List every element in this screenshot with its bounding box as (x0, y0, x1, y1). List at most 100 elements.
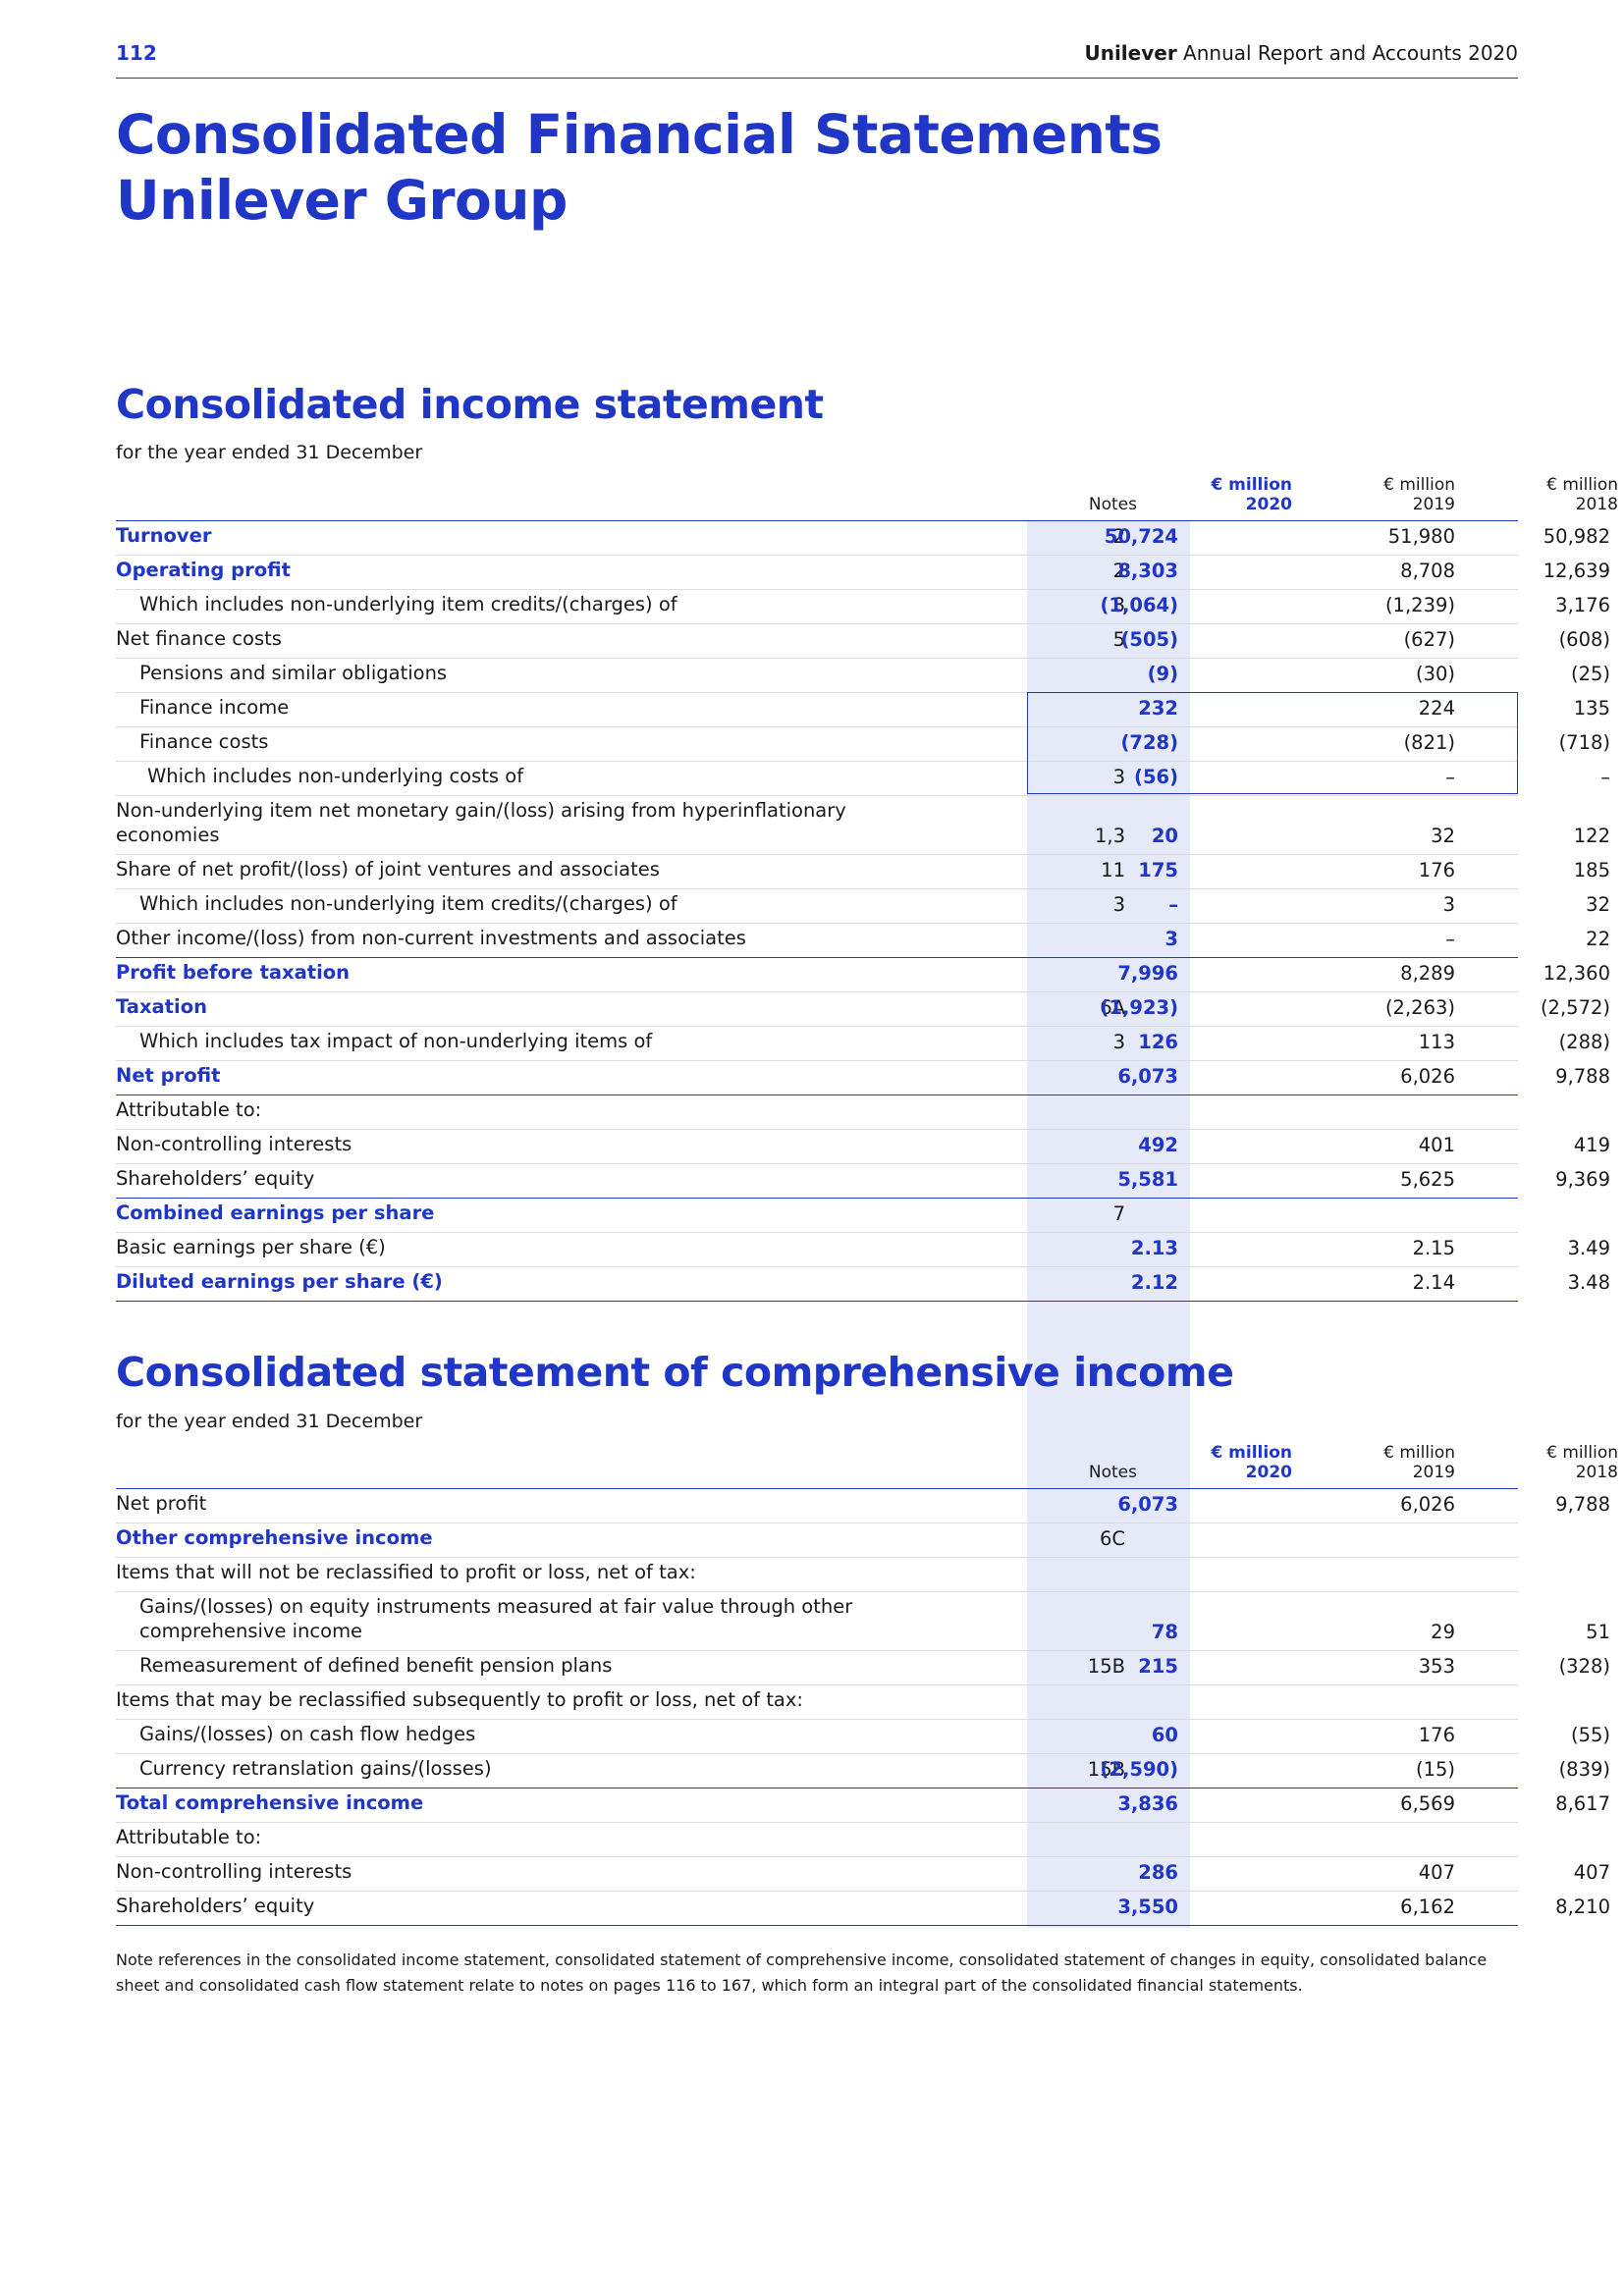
table-row: Share of net profit/(loss) of joint vent… (116, 855, 1610, 889)
row-label: Pensions and similar obligations (139, 662, 448, 684)
value-2019: 6,569 (1400, 1792, 1455, 1815)
value-2018: 3.49 (1567, 1237, 1610, 1259)
value-2018: (839) (1558, 1758, 1610, 1781)
row-label: Total comprehensive income (116, 1791, 424, 1814)
value-2020: (1,064) (1100, 594, 1178, 616)
value-2018: 12,639 (1543, 560, 1610, 582)
table-row: Net profit 6,073 6,026 9,788 (116, 1061, 1610, 1095)
row-label: Diluted earnings per share (€) (116, 1270, 443, 1293)
value-2019: (1,239) (1384, 594, 1455, 616)
row-label: Which includes non-underlying item credi… (139, 593, 677, 615)
row-notes: 3 (1112, 594, 1125, 616)
table-row: Items that will not be reclassified to p… (116, 1558, 1518, 1592)
value-2020: (56) (1134, 766, 1178, 788)
row-label: Share of net profit/(loss) of joint vent… (116, 858, 660, 881)
table-row: Basic earnings per share (€) 2.13 2.15 3.49 (116, 1233, 1610, 1267)
value-2018: 8,617 (1555, 1792, 1610, 1815)
value-2020: 126 (1138, 1031, 1178, 1053)
value-2019: 113 (1418, 1031, 1455, 1053)
table-row: Other income/(loss) from non-current inv… (116, 924, 1610, 958)
value-2020: 8,303 (1117, 560, 1178, 582)
row-label: Net profit (116, 1492, 207, 1515)
value-2019: 176 (1418, 859, 1455, 881)
row-label: Finance income (139, 696, 290, 719)
value-2018: 12,360 (1543, 962, 1610, 985)
value-2018: 32 (1586, 893, 1610, 916)
value-2018: (328) (1558, 1655, 1610, 1678)
value-2020: (1,923) (1100, 996, 1178, 1019)
row-notes: 15B (1087, 1758, 1125, 1781)
table-row: Pensions and similar obligations (9) (30) (… (116, 659, 1610, 693)
value-2019: 401 (1418, 1134, 1455, 1156)
row-notes: 15B (1087, 1655, 1125, 1678)
row-label: Net finance costs (116, 627, 282, 650)
comprehensive-income-table: Notes € million 2020 € million 2019 € mill… (116, 1443, 1618, 1928)
row-notes: 3 (1112, 893, 1125, 916)
value-2018: (25) (1570, 663, 1610, 685)
value-2020: 20 (1151, 825, 1178, 847)
value-2018: 407 (1573, 1861, 1610, 1884)
row-label: Items that will not be reclassified to p… (116, 1561, 696, 1583)
table-row: Finance income 232 224 135 (116, 693, 1610, 727)
value-2020: – (1168, 893, 1178, 916)
row-label: Attributable to: (116, 1098, 262, 1121)
value-2018: 185 (1573, 859, 1610, 881)
value-2019: 51,980 (1387, 525, 1455, 548)
footnote: Note references in the consolidated inco… (116, 1950, 1488, 1995)
table-row: Shareholders’ equity 3,550 6,162 8,210 (116, 1892, 1610, 1926)
income-statement-title: Consolidated income statement (116, 381, 824, 428)
value-2020: 3,836 (1117, 1792, 1178, 1815)
value-2020: 3 (1164, 928, 1178, 950)
income-statement-table: Notes € million 2020 € million 2019 € mill… (116, 475, 1618, 1789)
column-header-2019: € million 2019 (1383, 475, 1455, 514)
value-2019: (627) (1403, 628, 1455, 651)
value-2019: 5,625 (1400, 1168, 1455, 1191)
column-header-2018: € million 2018 (1546, 475, 1618, 514)
value-2018: 22 (1586, 928, 1610, 950)
table-row: Which includes non-underlying item credi… (116, 889, 1610, 924)
report-name: Annual Report and Accounts 2020 (1183, 41, 1518, 65)
table-row: Net profit 6,073 6,026 9,788 (116, 1489, 1610, 1523)
value-2020: (2,590) (1100, 1758, 1178, 1781)
row-label: Which includes tax impact of non-underly… (139, 1030, 653, 1052)
value-2018: 9,788 (1555, 1493, 1610, 1516)
value-2020: (9) (1147, 663, 1178, 685)
table-row: Attributable to: (116, 1095, 1518, 1130)
value-2020: 6,073 (1117, 1065, 1178, 1088)
table-row: Combined earnings per share 7 (116, 1199, 1518, 1233)
table-row: Operating profit 2 8,303 8,708 12,639 (116, 556, 1610, 590)
value-2020: (728) (1120, 731, 1178, 754)
value-2018: 3.48 (1567, 1271, 1610, 1294)
column-header-2020: € million 2020 (1211, 1443, 1292, 1482)
value-2020: 175 (1138, 859, 1178, 881)
value-2020: 286 (1138, 1861, 1178, 1884)
value-2020: 78 (1151, 1621, 1178, 1643)
row-notes: 3 (1112, 1031, 1125, 1053)
row-label: Non-controlling interests (116, 1860, 352, 1883)
value-2018: 419 (1573, 1134, 1610, 1156)
column-header-2018: € million 2018 (1546, 1443, 1618, 1482)
row-label: Finance costs (139, 730, 269, 753)
row-label: Operating profit (116, 559, 291, 581)
value-2019: (30) (1415, 663, 1455, 685)
value-2018: 50,982 (1543, 525, 1610, 548)
value-2018: 9,369 (1555, 1168, 1610, 1191)
value-2019: 176 (1418, 1724, 1455, 1746)
value-2018: 122 (1573, 825, 1610, 847)
row-label: Items that may be reclassified subsequen… (116, 1688, 803, 1711)
page-title-line1: Consolidated Financial Statements (116, 103, 1163, 166)
value-2019: 6,026 (1400, 1065, 1455, 1088)
row-label: Non-underlying item net monetary gain/(l… (116, 799, 846, 846)
value-2019: 2.15 (1412, 1237, 1455, 1259)
table-row: Gains/(losses) on equity instruments mea… (116, 1592, 1610, 1651)
comprehensive-income-subtitle: for the year ended 31 December (116, 1411, 423, 1432)
value-2019: 8,708 (1400, 560, 1455, 582)
value-2020: (505) (1120, 628, 1178, 651)
row-notes: 11 (1101, 859, 1125, 881)
row-notes: 1,3 (1094, 825, 1125, 847)
table-row: Turnover 2 50,724 51,980 50,982 (116, 521, 1610, 556)
column-header-2020: € million 2020 (1211, 475, 1292, 514)
page-header: 112 Unilever Annual Report and Accounts … (116, 39, 1518, 79)
value-2019: – (1445, 766, 1455, 788)
value-2019: (15) (1415, 1758, 1455, 1781)
